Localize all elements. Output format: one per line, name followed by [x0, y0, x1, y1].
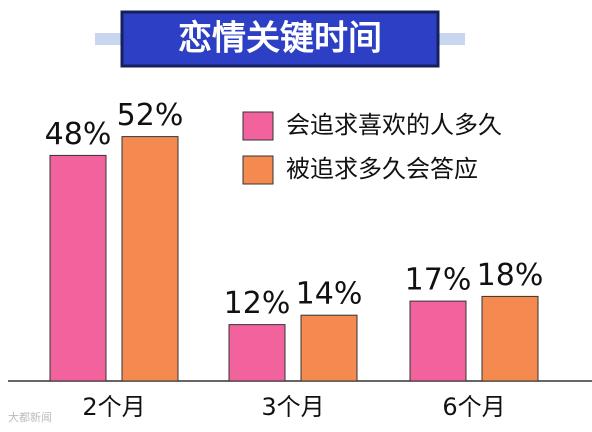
watermark: 大都新闻 — [8, 410, 52, 424]
value-label: 14% — [296, 277, 363, 312]
value-label: 12% — [224, 286, 291, 321]
x-tick-label: 3个月 — [261, 393, 324, 421]
x-tick-label: 6个月 — [442, 393, 505, 421]
title-banner: 恋情关键时间 — [95, 10, 465, 68]
legend-label: 被追求多久会答应 — [286, 155, 478, 183]
bar — [409, 300, 467, 382]
bar — [300, 314, 358, 382]
legend-swatch — [242, 155, 274, 185]
value-label: 52% — [117, 98, 184, 133]
value-label: 17% — [405, 263, 472, 298]
x-tick-label: 2个月 — [82, 393, 145, 421]
bar — [228, 324, 286, 382]
value-label: 48% — [45, 117, 112, 152]
bar — [49, 154, 107, 382]
value-label: 18% — [477, 258, 544, 293]
bar — [121, 136, 179, 382]
chart-title: 恋情关键时间 — [178, 19, 382, 59]
title-box — [120, 10, 440, 68]
legend-swatch — [242, 111, 274, 141]
bar — [481, 295, 539, 382]
legend-label: 会追求喜欢的人多久 — [286, 111, 502, 139]
